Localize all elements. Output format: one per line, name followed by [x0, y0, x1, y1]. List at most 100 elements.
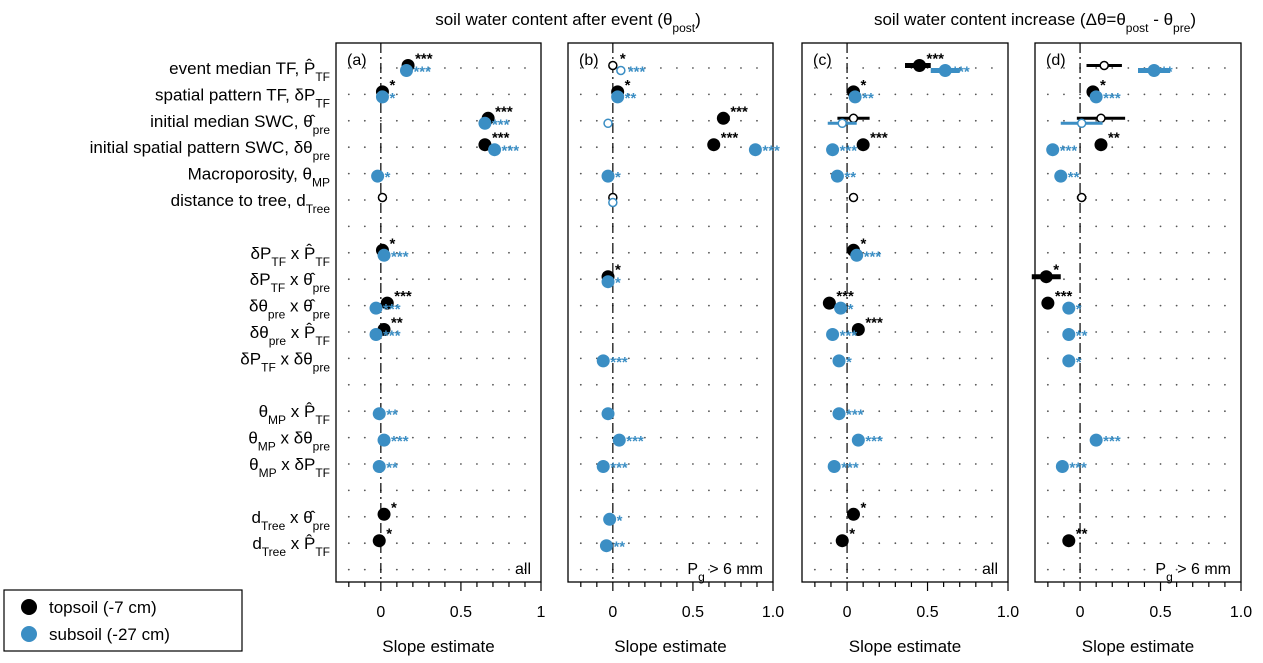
- row-label: θMP x δθpre: [248, 429, 330, 454]
- topsoil-significance-label: ***: [836, 288, 854, 305]
- topsoil-point: [1062, 534, 1076, 548]
- row-label: δθpre x θ̂pre: [249, 297, 330, 322]
- subsoil-significance-label: ***: [628, 64, 646, 81]
- subsoil-point: [1089, 433, 1103, 447]
- subsoil-significance-label: *: [615, 169, 621, 186]
- topsoil-significance-label: *: [1053, 262, 1059, 279]
- subsoil-significance-label: *: [389, 90, 395, 107]
- subsoil-point: [1055, 460, 1069, 473]
- topsoil-significance-label: ***: [492, 130, 510, 147]
- topsoil-open-point: [377, 192, 388, 203]
- row-label: δPTF x θ̂pre: [250, 270, 331, 295]
- topsoil-open-point: [848, 192, 859, 203]
- x-tick-label: 1: [537, 604, 546, 621]
- topsoil-point: [478, 138, 492, 152]
- subsoil-point: [377, 433, 391, 447]
- grid-dots: [813, 67, 993, 571]
- panel-letter: (b): [579, 52, 599, 69]
- subsoil-point: [1062, 354, 1076, 368]
- subsoil-significance-label: ***: [1069, 460, 1087, 477]
- topsoil-significance-label: ***: [721, 130, 739, 147]
- subsoil-open-point: [608, 197, 618, 208]
- subsoil-significance-label: ***: [841, 460, 859, 477]
- column-header-increase: soil water content increase (Δθ=θpost - …: [874, 10, 1196, 35]
- subsoil-point: [748, 143, 762, 157]
- x-tick-label: 1.0: [1230, 604, 1252, 621]
- topsoil-point: [912, 59, 926, 72]
- topsoil-point: [851, 323, 865, 336]
- subsoil-significance-label: ***: [865, 433, 883, 450]
- topsoil-significance-label: ***: [870, 130, 888, 147]
- subsoil-significance-label: **: [844, 169, 856, 186]
- topsoil-point: [707, 138, 721, 152]
- subsoil-point: [1054, 169, 1068, 183]
- subsoil-significance-label: *: [617, 512, 623, 529]
- subsoil-significance-label: ***: [952, 64, 970, 81]
- subsoil-point: [832, 407, 846, 421]
- topsoil-point: [822, 296, 836, 310]
- row-label: event median TF, P̂TF: [169, 58, 330, 84]
- x-tick-label: 1.0: [762, 604, 784, 621]
- subsoil-point: [826, 328, 840, 341]
- panel-frame: [1034, 42, 1242, 583]
- row-label: θMP x P̂TF: [259, 401, 330, 427]
- panel-letter: (c): [813, 52, 832, 69]
- subsoil-significance-label: ***: [383, 301, 401, 318]
- subsoil-significance-label: ***: [762, 143, 780, 160]
- topsoil-significance-label: ***: [865, 315, 883, 332]
- subsoil-significance-label: ***: [1060, 143, 1078, 160]
- subsoil-point: [851, 433, 865, 447]
- panel-letter: (a): [347, 52, 367, 69]
- topsoil-open-point: [1099, 60, 1109, 71]
- subsoil-significance-label: ***: [1103, 433, 1121, 450]
- subsoil-point: [601, 275, 615, 289]
- subsoil-point: [938, 64, 952, 77]
- subsoil-point: [612, 433, 626, 447]
- subsoil-point: [1089, 90, 1103, 104]
- row-label: initial median SWC, θ̂pre: [150, 112, 330, 137]
- row-label: δθpre x P̂TF: [250, 322, 330, 348]
- subsoil-significance-label: **: [1068, 169, 1080, 186]
- subsoil-point: [1062, 328, 1076, 341]
- subsoil-point: [834, 301, 848, 315]
- topsoil-point: [716, 111, 730, 125]
- subsoil-point: [488, 143, 502, 157]
- subsoil-significance-label: *: [1076, 301, 1082, 318]
- topsoil-significance-label: ***: [394, 288, 412, 305]
- subsoil-point: [850, 248, 864, 262]
- topsoil-significance-label: *: [386, 526, 392, 543]
- topsoil-significance-label: **: [1076, 526, 1088, 543]
- subsoil-significance-label: ***: [492, 116, 510, 133]
- topsoil-significance-label: ***: [415, 51, 433, 68]
- panel-frame: [801, 42, 1009, 583]
- subsoil-significance-label: ***: [413, 64, 431, 81]
- subsoil-significance-label: **: [1161, 64, 1173, 81]
- legend-marker: [21, 626, 37, 642]
- subsoil-significance-label: ***: [391, 248, 409, 265]
- topsoil-significance-label: *: [615, 262, 621, 279]
- topsoil-open-point: [848, 113, 859, 124]
- subsoil-point: [601, 169, 615, 183]
- subsoil-point: [371, 169, 385, 183]
- topsoil-open-point: [1076, 192, 1087, 203]
- topsoil-significance-label: ***: [495, 103, 513, 120]
- subsoil-point: [478, 116, 492, 130]
- topsoil-point: [1094, 138, 1108, 152]
- x-axis-label: Slope estimate: [1082, 637, 1194, 656]
- subsoil-significance-label: **: [613, 539, 625, 556]
- subsoil-point: [1046, 143, 1060, 157]
- subsoil-significance-label: **: [862, 90, 874, 107]
- subsoil-point: [1062, 301, 1076, 315]
- subsoil-point: [377, 248, 391, 262]
- subsoil-point: [599, 539, 613, 553]
- topsoil-significance-label: ***: [1055, 288, 1073, 305]
- x-tick-label: 0.5: [450, 604, 472, 621]
- topsoil-significance-label: ***: [926, 51, 944, 68]
- panel-letter: (d): [1046, 52, 1066, 69]
- topsoil-significance-label: *: [861, 235, 867, 252]
- subsoil-significance-label: ***: [846, 407, 864, 424]
